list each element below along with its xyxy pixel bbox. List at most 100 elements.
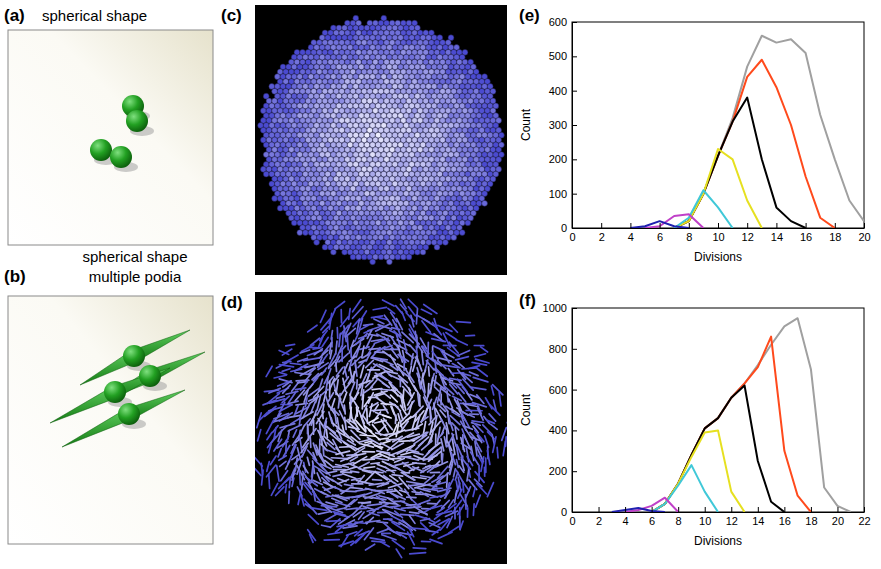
cell — [476, 368, 487, 376]
cell — [444, 354, 449, 363]
cell — [361, 254, 367, 260]
cell — [349, 309, 350, 320]
figure: (a)spherical shape(b)spherical shapemult… — [0, 0, 881, 569]
panel-caption: multiple podia — [89, 268, 182, 285]
cell — [340, 317, 348, 327]
cell — [434, 244, 440, 250]
image-background — [255, 5, 507, 275]
cell — [413, 361, 416, 372]
cell — [356, 254, 362, 260]
cell-body — [90, 139, 112, 161]
cell — [329, 360, 337, 369]
cell — [263, 171, 269, 177]
cell-layer — [258, 15, 505, 264]
cell — [339, 333, 340, 346]
cell-body — [126, 110, 148, 132]
cell — [286, 355, 298, 362]
cell — [310, 338, 319, 345]
cell — [344, 326, 346, 342]
cell — [459, 230, 465, 236]
scene-box — [8, 296, 213, 544]
cell — [443, 239, 449, 245]
cell — [402, 312, 405, 320]
cell — [378, 325, 392, 330]
cell — [466, 335, 475, 337]
cell — [322, 368, 327, 375]
cell — [350, 254, 356, 260]
cell — [353, 307, 363, 319]
cell — [428, 367, 430, 376]
cell — [322, 337, 328, 346]
panel-label: (b) — [4, 267, 26, 286]
cell — [356, 334, 368, 345]
cell — [300, 350, 309, 353]
cell — [474, 345, 483, 347]
cell — [340, 310, 342, 323]
cell — [398, 354, 408, 361]
cell — [482, 200, 488, 206]
cell — [360, 365, 363, 377]
cell — [359, 325, 368, 330]
cell — [313, 373, 321, 381]
cell — [408, 299, 417, 307]
cell — [378, 254, 384, 260]
cell — [303, 230, 309, 236]
cell — [386, 371, 398, 373]
cell — [411, 354, 413, 365]
panel-caption: spherical shape — [42, 7, 147, 24]
cell — [297, 230, 303, 236]
cell — [448, 368, 453, 375]
cell — [314, 362, 323, 366]
cell — [446, 333, 456, 340]
cell — [451, 235, 457, 241]
cell-layer — [255, 299, 507, 557]
panel-label: (c) — [221, 6, 242, 25]
cell — [390, 365, 397, 370]
cell — [465, 220, 471, 226]
cell — [420, 249, 426, 255]
panel-label: (a) — [4, 6, 25, 25]
cell — [415, 249, 421, 255]
cell — [387, 259, 393, 265]
cell — [291, 220, 297, 226]
cell — [422, 321, 431, 332]
cell — [339, 354, 348, 362]
cell — [314, 349, 322, 355]
cell — [308, 368, 315, 374]
cell — [350, 348, 352, 357]
cell — [279, 372, 287, 374]
cell-body — [139, 365, 161, 387]
cell — [290, 363, 300, 364]
cell — [422, 351, 424, 365]
cell — [342, 332, 345, 347]
cell — [384, 315, 391, 325]
cell — [404, 340, 407, 353]
cell — [320, 310, 326, 322]
scene-box — [8, 30, 213, 245]
cell — [362, 346, 364, 358]
cell — [401, 254, 407, 260]
cell — [443, 345, 456, 347]
cell — [355, 331, 359, 341]
cell — [469, 372, 478, 376]
cell — [330, 350, 332, 358]
cell-body — [110, 146, 132, 168]
cell — [381, 359, 393, 365]
cell — [475, 354, 486, 357]
cell — [368, 369, 380, 371]
cell — [450, 324, 458, 332]
cell — [391, 349, 398, 358]
cell — [458, 362, 464, 367]
cell — [360, 311, 366, 321]
cell — [373, 307, 386, 309]
cell — [322, 244, 328, 250]
cell — [336, 328, 338, 339]
cell — [408, 307, 415, 316]
cell — [411, 315, 414, 327]
image-background — [255, 292, 507, 564]
cell-body — [118, 403, 140, 425]
cell — [400, 304, 407, 312]
cell — [472, 362, 486, 365]
cell — [282, 369, 290, 372]
cell — [475, 359, 489, 363]
